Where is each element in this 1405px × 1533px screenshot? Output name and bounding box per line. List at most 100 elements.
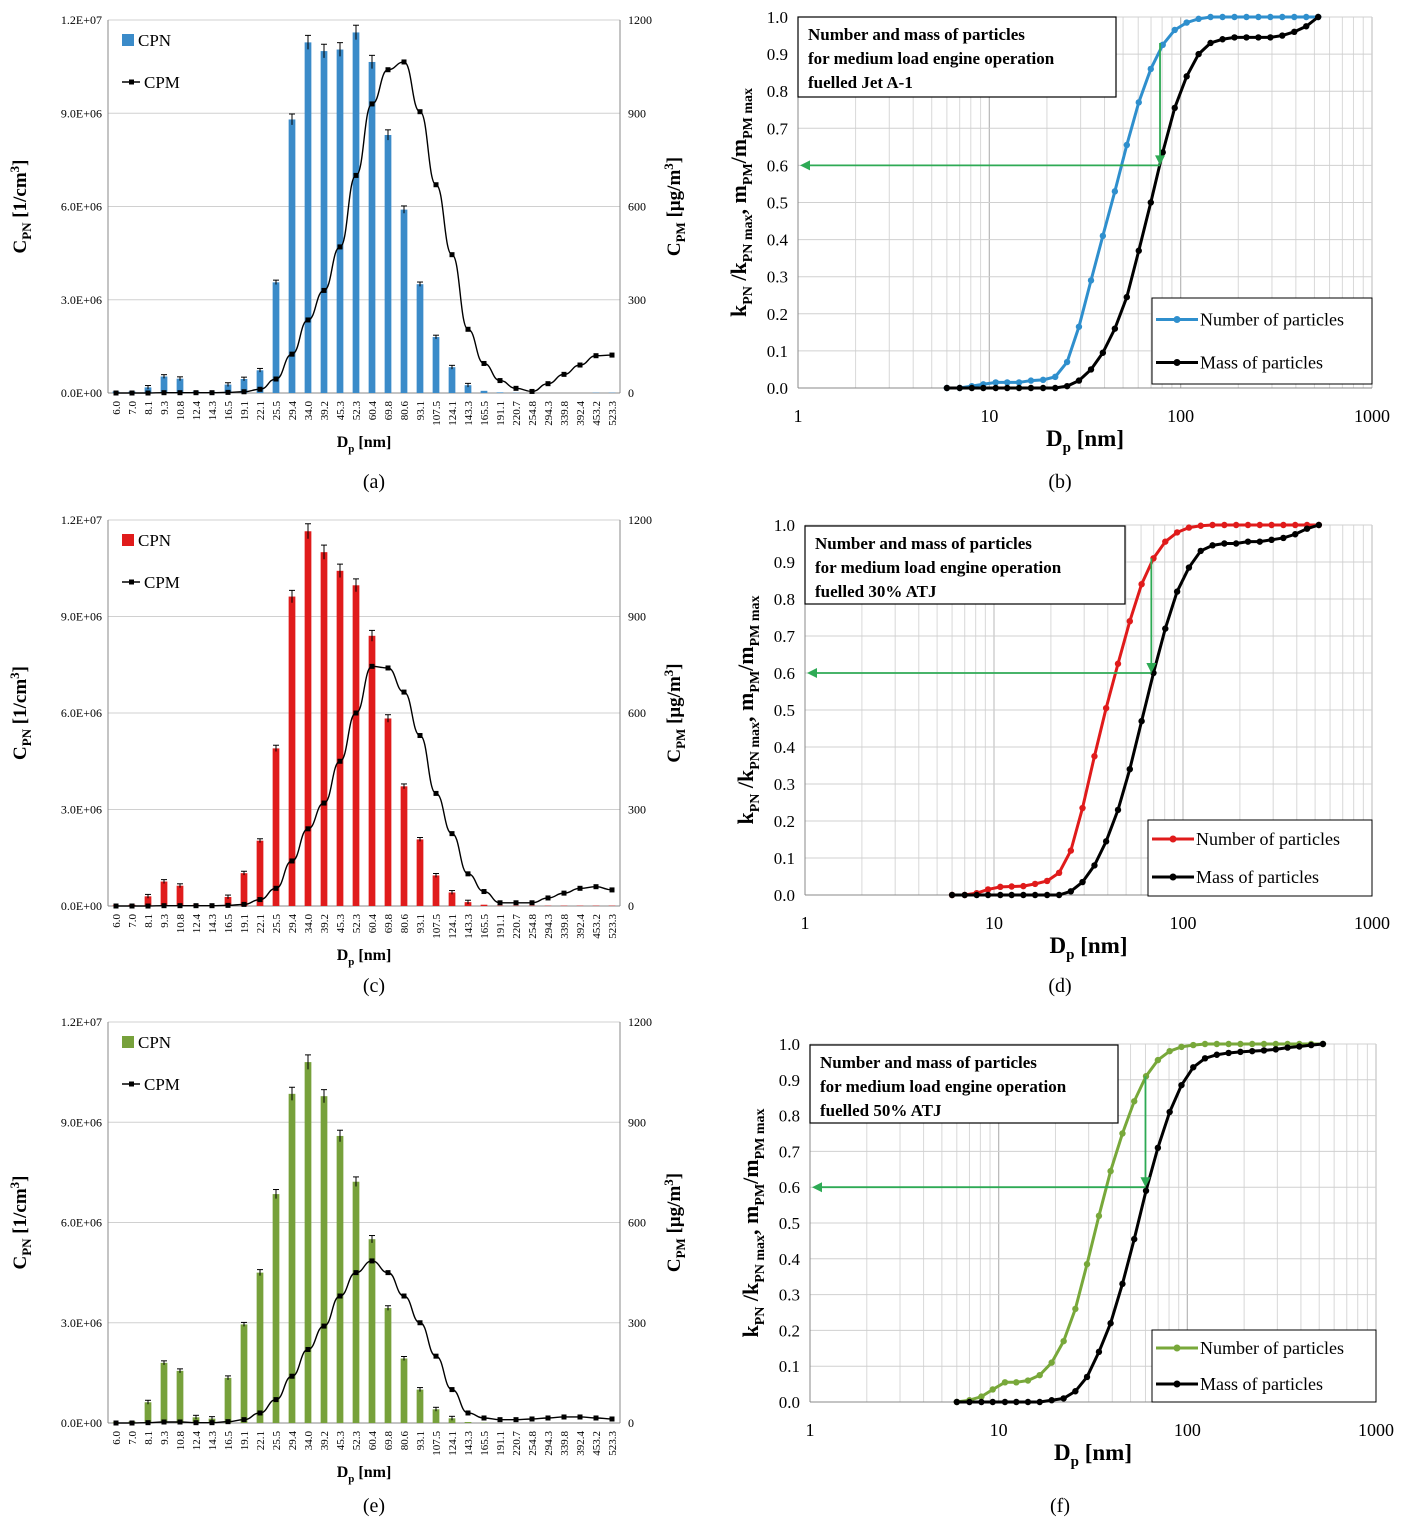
cpm-marker xyxy=(609,1416,615,1422)
legend-marker-cpm xyxy=(129,79,134,85)
series-marker xyxy=(1135,99,1142,106)
y-right-tick-label: 0 xyxy=(628,899,634,913)
series-marker xyxy=(1091,753,1098,760)
x-tick-label: 34.0 xyxy=(303,914,315,934)
x-tick-label: 10 xyxy=(980,406,998,426)
y-right-axis-label: CPM [μg/m3] xyxy=(661,663,688,762)
cpm-marker xyxy=(401,59,407,65)
bar xyxy=(224,384,232,393)
cpm-marker xyxy=(561,371,567,377)
bar xyxy=(416,1389,424,1423)
y-left-tick-label: 9.0E+06 xyxy=(61,106,102,120)
bar xyxy=(160,881,168,906)
series-marker xyxy=(1256,521,1263,529)
y-label-part: PM xyxy=(753,1184,768,1206)
series-marker xyxy=(1162,538,1169,545)
series-marker xyxy=(1020,891,1027,899)
cpm-marker xyxy=(225,902,231,908)
series-marker xyxy=(1043,877,1051,885)
series-marker xyxy=(1102,704,1110,712)
x-tick-label: 7.0 xyxy=(127,401,139,415)
x-tick-label: 392.4 xyxy=(575,401,587,426)
bar xyxy=(320,51,328,393)
cpm-marker xyxy=(417,109,423,115)
y-right-tick-label: 600 xyxy=(628,200,646,214)
series-marker xyxy=(1031,891,1039,899)
bar xyxy=(256,1272,264,1423)
x-tick-label: 19.1 xyxy=(239,1431,251,1450)
x-label-unit: [nm] xyxy=(1071,426,1124,451)
series-marker xyxy=(1178,1043,1185,1051)
series-marker xyxy=(1123,293,1131,301)
y-left-label-sub: PN xyxy=(19,1238,34,1256)
x-tick-label: 34.0 xyxy=(303,1431,315,1451)
y-right-label-unit: [μg/m xyxy=(664,170,685,223)
cpm-marker xyxy=(545,1415,551,1421)
cpm-marker xyxy=(145,390,151,396)
x-tick-label: 45.3 xyxy=(335,914,347,934)
x-tick-label: 124.1 xyxy=(447,914,459,939)
x-tick-label: 69.8 xyxy=(383,914,395,934)
bar xyxy=(448,367,456,393)
cpm-marker xyxy=(225,389,231,395)
bar xyxy=(384,718,392,906)
series-marker xyxy=(1315,521,1323,529)
legend-label-cpm: CPM xyxy=(144,1075,180,1094)
cpm-marker xyxy=(577,885,583,891)
cpm-marker xyxy=(305,826,311,832)
x-tick-label: 254.8 xyxy=(527,914,539,939)
y-label-part: /k xyxy=(738,1282,763,1307)
series-marker xyxy=(1083,1373,1091,1381)
x-tick-label: 107.5 xyxy=(431,914,443,939)
series-marker xyxy=(1195,15,1202,23)
panel-label: (c) xyxy=(363,975,385,997)
series-marker xyxy=(1052,373,1059,381)
cpm-marker xyxy=(193,903,199,909)
y-label-part: /k xyxy=(733,769,758,794)
x-tick-label: 80.6 xyxy=(399,914,411,934)
bar xyxy=(464,385,472,393)
cpm-marker xyxy=(161,903,167,909)
x-tick-label: 60.4 xyxy=(367,914,379,934)
annotation-line: Number and mass of particles xyxy=(815,534,1032,553)
y-tick-label: 0.5 xyxy=(774,701,795,720)
y-right-label-main: C xyxy=(664,749,685,763)
x-tick-label: 453.2 xyxy=(591,1431,603,1456)
legend-marker xyxy=(1173,359,1181,366)
x-tick-label: 60.4 xyxy=(367,1431,379,1451)
cpm-marker xyxy=(433,790,439,796)
series-marker xyxy=(1126,618,1133,625)
bar xyxy=(256,840,264,906)
y-tick-label: 0.0 xyxy=(767,379,788,398)
x-tick-label: 191.1 xyxy=(495,401,507,426)
bar xyxy=(416,284,424,393)
x-tick-label: 25.5 xyxy=(271,1431,283,1451)
bar xyxy=(368,1239,376,1423)
series-marker xyxy=(1142,1187,1150,1194)
legend-swatch-cpn xyxy=(122,1036,134,1048)
y-right-axis-label: CPM [μg/m3] xyxy=(661,1173,688,1272)
x-tick-label: 143.3 xyxy=(463,1431,475,1456)
y-left-tick-label: 0.0E+00 xyxy=(61,1416,102,1430)
y-left-label-unit: [1/cm xyxy=(10,679,31,729)
cpm-marker xyxy=(449,1387,455,1393)
bar xyxy=(448,892,456,906)
y-left-label-main: C xyxy=(10,240,31,254)
legend-label: Mass of particles xyxy=(1196,867,1319,887)
series-marker xyxy=(1015,379,1023,386)
bar xyxy=(160,1362,168,1423)
cpm-marker xyxy=(113,903,119,909)
series-marker xyxy=(1255,13,1262,21)
legend-marker xyxy=(1173,316,1181,323)
x-tick-label: 1 xyxy=(806,1420,815,1440)
cpm-marker xyxy=(337,244,343,250)
series-marker xyxy=(1307,1041,1315,1049)
series-marker xyxy=(1138,717,1145,725)
series-marker xyxy=(1221,521,1228,529)
y-left-tick-label: 3.0E+06 xyxy=(61,293,102,307)
cpm-marker xyxy=(433,182,439,188)
bar xyxy=(176,885,184,906)
series-marker xyxy=(1280,521,1287,529)
x-tick-label: 52.3 xyxy=(351,1431,363,1451)
cpm-marker xyxy=(241,389,247,395)
